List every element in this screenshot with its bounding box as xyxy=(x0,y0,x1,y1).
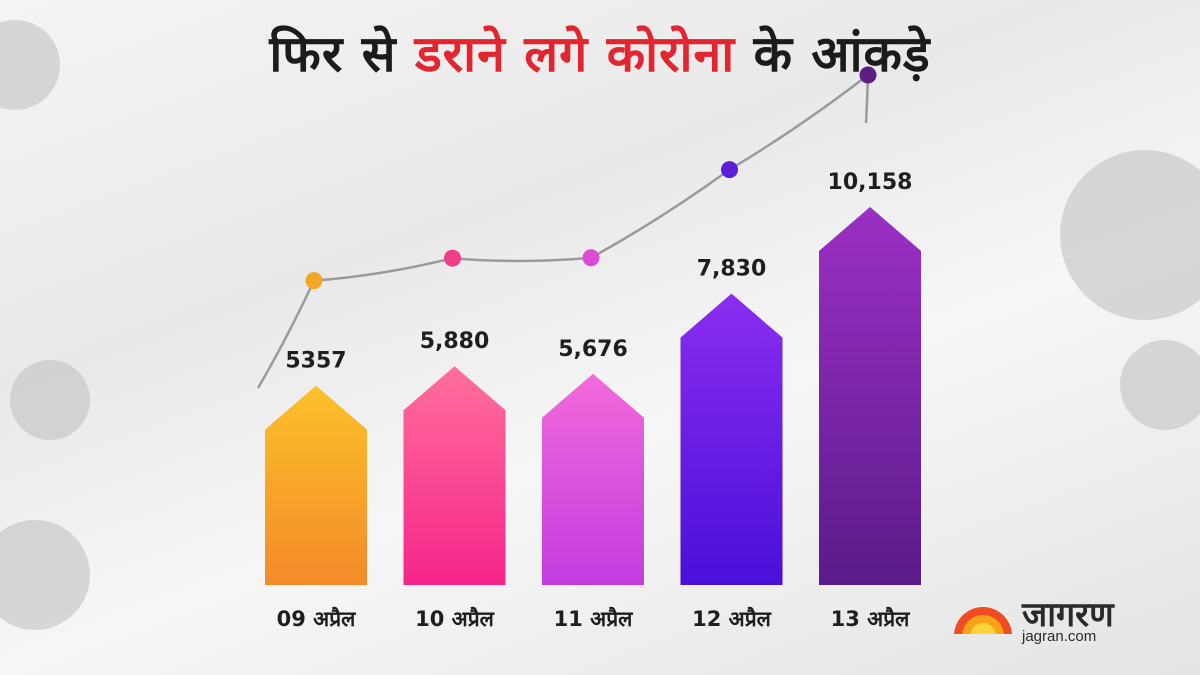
trend-dot-5 xyxy=(859,66,877,84)
x-tick-label-1: 09 अप्रैल xyxy=(277,606,357,631)
trend-dot-3 xyxy=(582,249,600,267)
title-part-3: के आंकड़े xyxy=(753,25,931,83)
title-part-1: फिर से xyxy=(269,25,397,83)
x-tick-label-4: 12 अप्रैल xyxy=(692,606,772,631)
x-tick-label-2: 10 अप्रैल xyxy=(415,606,495,631)
data-label-4: 7,830 xyxy=(697,257,767,282)
chart-title: फिर से डराने लगे कोरोना के आंकड़े xyxy=(0,18,1200,86)
x-tick-label-3: 11 अप्रैल xyxy=(554,606,634,631)
data-label-1: 5357 xyxy=(285,349,346,374)
virus-decoration-icon xyxy=(0,520,90,630)
logo-wordmark: जागरण xyxy=(1022,595,1114,635)
x-tick-label-5: 13 अप्रैल xyxy=(831,606,911,631)
jagran-logo: जागरण jagran.com xyxy=(950,590,1160,650)
data-label-5: 10,158 xyxy=(828,170,913,195)
trend-dot-1 xyxy=(305,272,323,290)
logo-url: jagran.com xyxy=(1022,628,1097,645)
bar-3 xyxy=(542,373,644,585)
bar-4 xyxy=(680,293,783,585)
bar-5 xyxy=(819,207,921,585)
sunrise-logo-icon xyxy=(952,607,1014,637)
data-label-2: 5,880 xyxy=(420,329,490,354)
trend-dot-2 xyxy=(444,249,461,267)
virus-decoration-icon xyxy=(10,360,90,440)
virus-decoration-icon xyxy=(1120,340,1200,430)
data-label-3: 5,676 xyxy=(558,337,628,362)
trend-dot-4 xyxy=(721,161,738,179)
bar-2 xyxy=(403,366,506,585)
virus-decoration-icon xyxy=(1060,150,1200,320)
title-part-2: डराने लगे कोरोना xyxy=(414,25,736,83)
bar-1 xyxy=(265,385,367,585)
